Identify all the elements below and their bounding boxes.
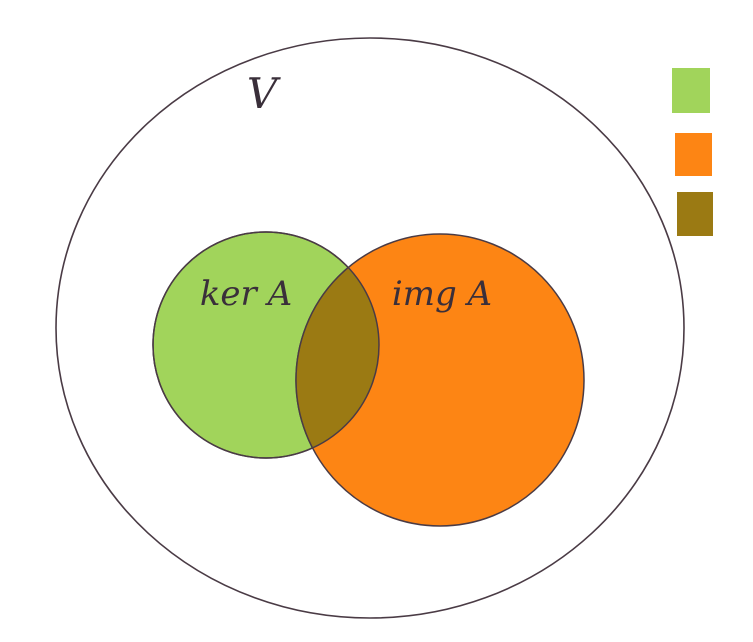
- kernel-label: ker A: [200, 274, 292, 314]
- swatch-olive: [677, 192, 713, 236]
- kernel-outline: [152, 231, 380, 459]
- swatch-orange: [675, 133, 712, 176]
- image-label: img A: [392, 274, 492, 314]
- swatch-green: [672, 68, 710, 113]
- space-label: V: [247, 69, 281, 118]
- space-outline: [55, 37, 685, 619]
